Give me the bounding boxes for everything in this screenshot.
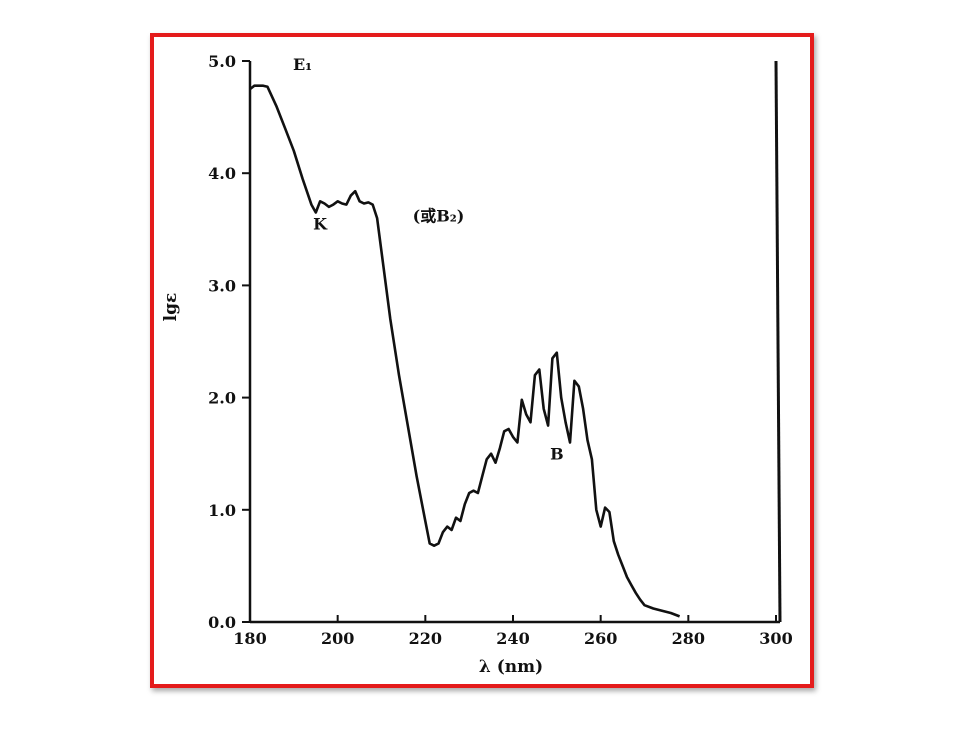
y-tick-label: 0.0 <box>208 613 236 632</box>
x-axis-label: λ (nm) <box>479 657 543 677</box>
y-tick-label: 2.0 <box>208 389 236 408</box>
annotation-label: B <box>550 444 564 463</box>
spectrum-chart: 5.0 4.0 3.0 2.0 1.0 0.0 180 200 220 240 260 280 300… <box>161 52 793 677</box>
y-tick-label: 5.0 <box>208 52 236 71</box>
y-tick-label: 4.0 <box>208 164 236 183</box>
annotation-label: (或B₂) <box>413 206 465 225</box>
x-tick-label: 280 <box>672 629 705 648</box>
y-ticks: 5.0 4.0 3.0 2.0 1.0 0.0 <box>208 52 250 632</box>
x-tick-label: 220 <box>409 629 442 648</box>
annotation-label: K <box>313 214 328 233</box>
x-tick-label: 180 <box>233 629 266 648</box>
x-tick-label: 300 <box>759 629 792 648</box>
x-tick-label: 240 <box>496 629 529 648</box>
y-axis-label: lgε <box>161 293 181 322</box>
peak-annotations: E₁ K (或B₂) B <box>293 55 564 463</box>
axes <box>248 60 782 624</box>
spectrum-curve <box>249 84 681 618</box>
annotation-label: E₁ <box>293 55 312 74</box>
x-ticks: 180 200 220 240 260 280 300 <box>233 615 793 648</box>
x-tick-label: 260 <box>584 629 617 648</box>
y-tick-label: 3.0 <box>208 276 236 295</box>
chart-frame: 5.0 4.0 3.0 2.0 1.0 0.0 180 200 220 240 260 280 300… <box>150 33 814 688</box>
y-tick-label: 1.0 <box>208 501 236 520</box>
x-tick-label: 200 <box>321 629 354 648</box>
right-boundary-line <box>774 60 782 623</box>
